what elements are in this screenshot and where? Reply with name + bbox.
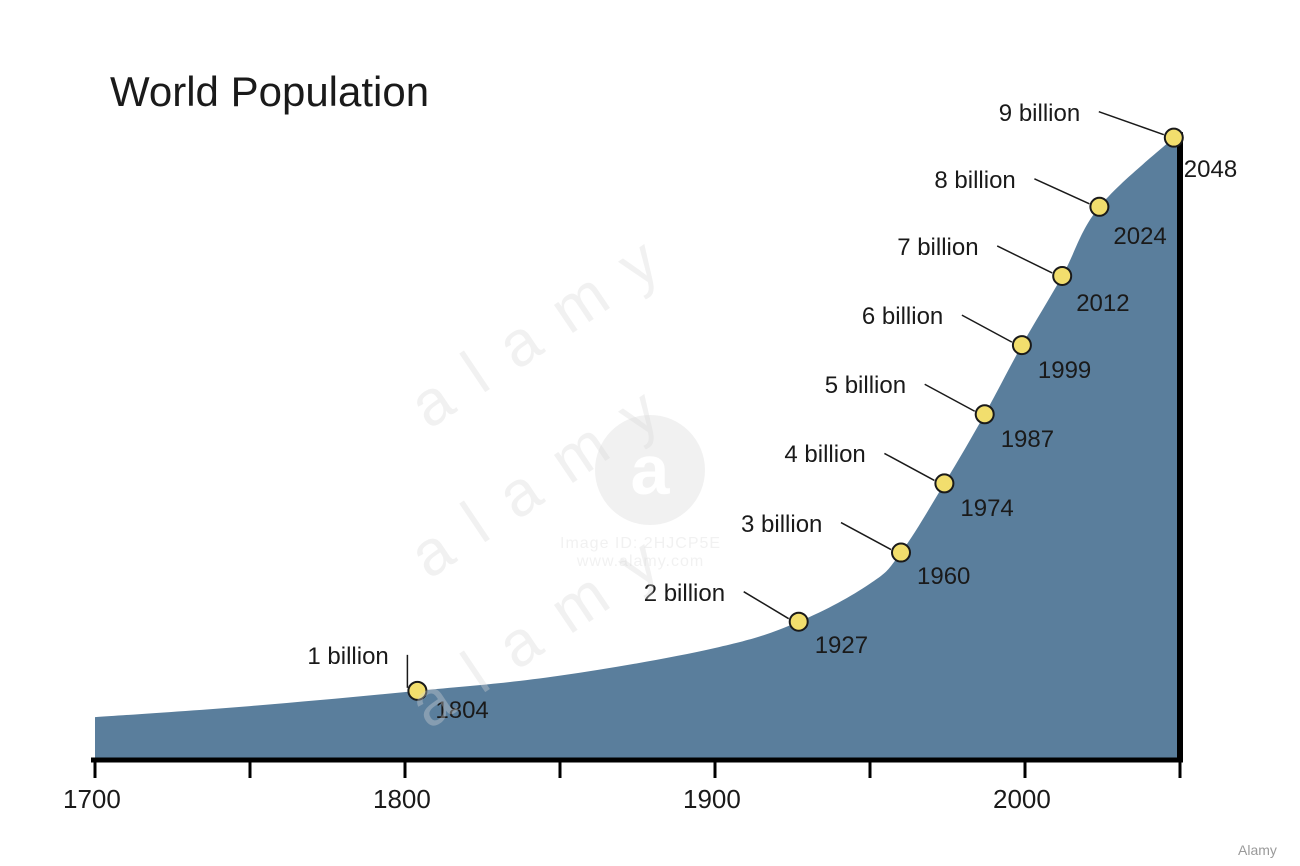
milestone-label: 8 billion [934,167,1015,195]
leader-line [997,246,1052,273]
corner-credit: Alamy [1238,842,1277,858]
milestone-year: 2048 [1184,156,1237,184]
milestone-label: 7 billion [897,234,978,262]
milestone-marker [976,405,994,423]
leader-line [1034,179,1089,204]
x-tick-label: 2000 [993,784,1051,815]
milestone-year: 1987 [1001,426,1054,454]
x-tick-label: 1900 [683,784,741,815]
milestone-marker [1053,267,1071,285]
milestone-marker [408,682,426,700]
milestone-label: 2 billion [644,580,725,608]
milestone-year: 1974 [960,495,1013,523]
milestone-marker [935,474,953,492]
milestone-label: 9 billion [999,100,1080,128]
milestone-year: 1960 [917,563,970,591]
milestone-year: 2012 [1076,290,1129,318]
leader-line [962,315,1012,342]
milestone-label: 1 billion [307,643,388,671]
leader-line [884,453,934,480]
leader-line [1099,112,1164,135]
milestone-year: 1927 [815,632,868,660]
milestone-year: 2024 [1113,223,1166,251]
leader-line [925,384,975,411]
leader-line [841,523,891,550]
milestone-label: 5 billion [825,372,906,400]
x-tick-label: 1700 [63,784,121,815]
milestone-marker [1090,198,1108,216]
x-tick-label: 1800 [373,784,431,815]
milestone-marker [790,613,808,631]
watermark-logo: a [595,415,705,525]
milestone-year: 1999 [1038,357,1091,385]
milestone-marker [1013,336,1031,354]
milestone-label: 3 billion [741,511,822,539]
milestone-marker [892,544,910,562]
milestone-year: 1804 [435,697,488,725]
milestone-label: 4 billion [784,441,865,469]
milestone-marker [1165,129,1183,147]
milestone-label: 6 billion [862,303,943,331]
leader-line [744,592,789,619]
chart-title: World Population [110,68,429,116]
